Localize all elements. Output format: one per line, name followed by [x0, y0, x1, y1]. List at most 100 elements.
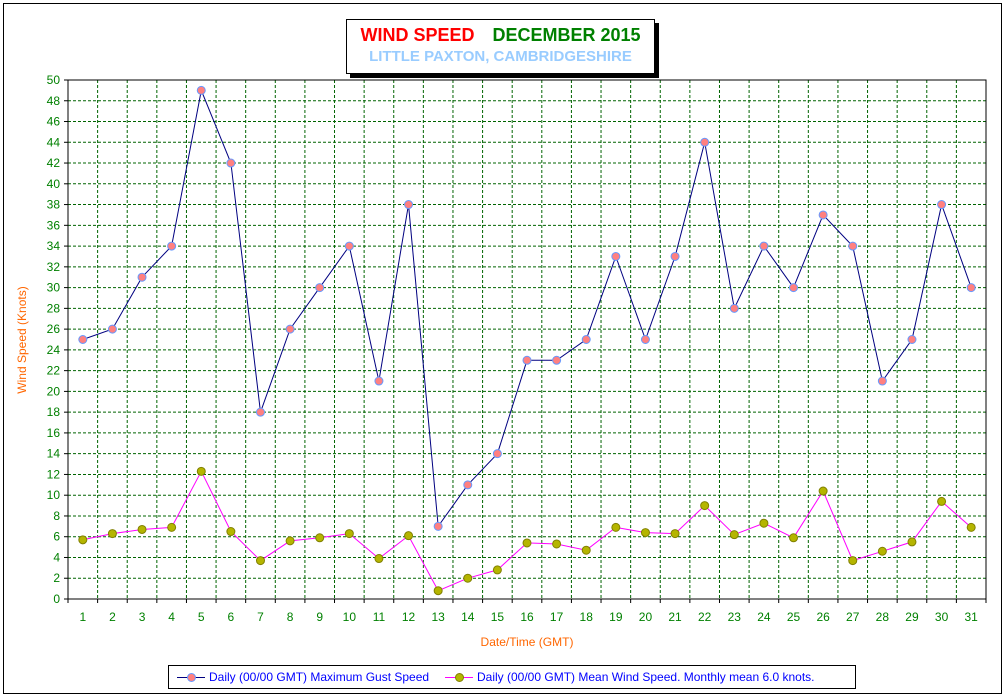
chart-title-box: WIND SPEED DECEMBER 2015 LITTLE PAXTON, C… — [346, 19, 655, 74]
x-tick-label: 22 — [698, 610, 712, 624]
y-tick-label: 10 — [47, 488, 61, 502]
x-tick-label: 15 — [491, 610, 505, 624]
data-point-gust — [552, 355, 562, 365]
data-point-mean — [285, 536, 295, 546]
data-point-mean — [522, 538, 532, 548]
x-tick-label: 2 — [109, 610, 116, 624]
data-point-mean — [433, 586, 443, 596]
y-axis-label: Wind Speed (Knots) — [15, 286, 29, 393]
y-tick-label: 14 — [47, 447, 61, 461]
grid-layer — [68, 80, 986, 599]
y-tick-label: 24 — [47, 343, 61, 357]
y-tick-label: 0 — [53, 592, 60, 606]
chart-frame — [3, 3, 1002, 694]
legend-item-gust: Daily (00/00 GMT) Maximum Gust Speed — [177, 670, 429, 684]
data-point-gust — [789, 283, 799, 293]
data-point-gust — [848, 241, 858, 251]
x-axis-label: Date/Time (GMT) — [481, 635, 574, 649]
y-tick-label: 6 — [53, 530, 60, 544]
y-tick-label: 22 — [47, 364, 61, 378]
data-point-mean — [581, 545, 591, 555]
x-tick-label: 11 — [373, 610, 386, 624]
data-point-gust — [196, 85, 206, 95]
x-tick-label: 13 — [431, 610, 445, 624]
legend-gust-label: Daily (00/00 GMT) Maximum Gust Speed — [209, 670, 430, 684]
x-tick-label: 3 — [139, 610, 146, 624]
data-point-mean — [907, 537, 917, 547]
data-point-mean — [463, 573, 473, 583]
data-point-mean — [670, 529, 680, 539]
data-point-mean — [78, 535, 88, 545]
data-point-mean — [404, 531, 414, 541]
data-point-gust — [818, 210, 828, 220]
data-point-gust — [107, 324, 117, 334]
data-point-gust — [344, 241, 354, 251]
legend-gust-swatch — [177, 672, 205, 682]
x-tick-label: 29 — [905, 610, 919, 624]
data-point-gust — [167, 241, 177, 251]
data-point-gust — [433, 521, 443, 531]
y-tick-label: 36 — [47, 218, 61, 232]
data-point-mean — [759, 518, 769, 528]
data-point-gust — [877, 376, 887, 386]
y-tick-label: 28 — [47, 301, 61, 315]
data-point-mean — [700, 501, 710, 511]
data-point-mean — [167, 522, 177, 532]
series-layer — [78, 85, 976, 596]
y-tick-label: 2 — [53, 571, 60, 585]
title-wind-speed: WIND SPEED — [360, 25, 475, 45]
y-tick-label: 20 — [47, 384, 61, 398]
y-tick-label: 44 — [47, 135, 61, 149]
data-point-mean — [315, 533, 325, 543]
x-tick-label: 23 — [728, 610, 742, 624]
x-tick-label: 19 — [609, 610, 623, 624]
x-tick-label: 7 — [257, 610, 264, 624]
data-point-mean — [196, 466, 206, 476]
x-tick-label: 24 — [757, 610, 771, 624]
data-point-mean — [877, 546, 887, 556]
x-tick-label: 12 — [402, 610, 416, 624]
data-point-gust — [729, 303, 739, 313]
data-point-mean — [226, 527, 236, 537]
x-tick-label: 1 — [79, 610, 86, 624]
x-tick-label: 6 — [228, 610, 235, 624]
data-point-gust — [700, 137, 710, 147]
legend: Daily (00/00 GMT) Maximum Gust Speed Dai… — [168, 665, 856, 689]
x-tick-label: 26 — [816, 610, 830, 624]
x-tick-label: 10 — [343, 610, 357, 624]
data-point-gust — [78, 335, 88, 344]
plot-area-border — [67, 79, 987, 600]
data-point-mean — [255, 556, 265, 566]
data-point-mean — [374, 554, 384, 564]
data-point-mean — [729, 530, 739, 540]
data-point-mean — [611, 522, 621, 532]
data-point-mean — [937, 496, 947, 506]
data-point-gust — [285, 324, 295, 334]
data-point-gust — [374, 376, 384, 386]
x-tick-label: 27 — [846, 610, 860, 624]
y-tick-label: 16 — [47, 426, 61, 440]
x-tick-label: 5 — [198, 610, 205, 624]
data-point-gust — [522, 355, 532, 365]
x-tick-label: 16 — [520, 610, 534, 624]
x-tick-label: 17 — [550, 610, 564, 624]
x-tick-label: 31 — [965, 610, 979, 624]
y-tick-label: 18 — [47, 405, 61, 419]
data-point-gust — [611, 251, 621, 261]
data-point-mean — [107, 529, 117, 539]
x-tick-label: 21 — [668, 610, 682, 624]
x-tick-label: 14 — [461, 610, 475, 624]
data-point-gust — [581, 335, 591, 344]
data-point-mean — [492, 565, 502, 575]
y-tick-label: 40 — [47, 177, 61, 191]
chart-title: WIND SPEED DECEMBER 2015 — [347, 25, 654, 46]
x-tick-label: 28 — [876, 610, 890, 624]
x-tick-label: 4 — [168, 610, 175, 624]
data-point-gust — [137, 272, 147, 282]
data-point-mean — [552, 539, 562, 549]
y-tick-label: 34 — [47, 239, 61, 253]
y-tick-label: 4 — [53, 550, 60, 564]
data-point-gust — [315, 283, 325, 293]
data-point-gust — [492, 449, 502, 459]
